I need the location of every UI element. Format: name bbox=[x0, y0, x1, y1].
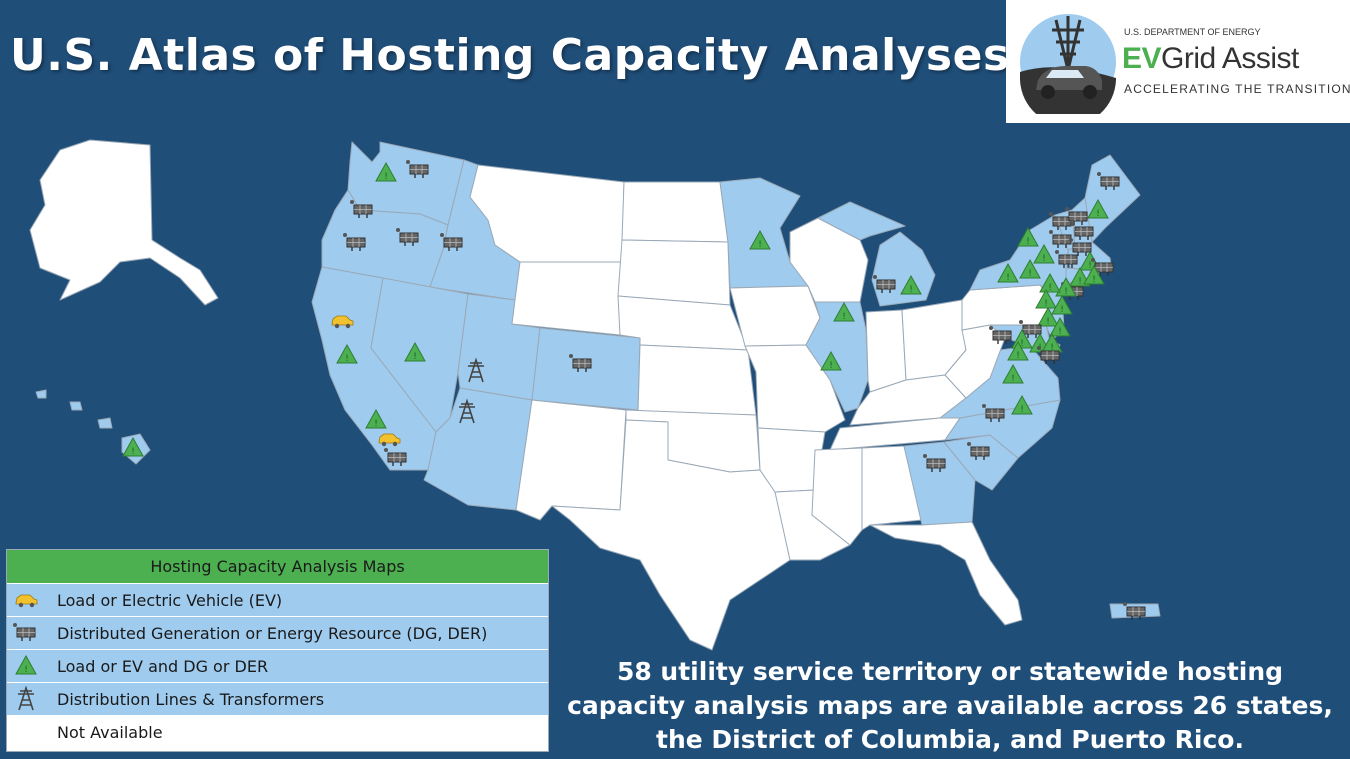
legend-item-not-available: Not Available bbox=[7, 716, 548, 749]
legend-blank bbox=[7, 716, 45, 749]
state-new-mexico bbox=[515, 399, 627, 521]
state-alaska bbox=[29, 139, 219, 306]
legend-label-dg: Distributed Generation or Energy Resourc… bbox=[57, 623, 488, 643]
legend-item-dg: Distributed Generation or Energy Resourc… bbox=[7, 617, 548, 650]
state-mississippi bbox=[811, 447, 863, 546]
legend: Hosting Capacity Analysis Maps Load or E… bbox=[6, 549, 549, 752]
logo-grid-assist: Grid Assist bbox=[1161, 42, 1299, 75]
state-hawaii-maui bbox=[97, 417, 113, 429]
state-south-dakota bbox=[617, 239, 731, 306]
legend-heading: Hosting Capacity Analysis Maps bbox=[7, 550, 548, 584]
legend-item-ev: Load or Electric Vehicle (EV) bbox=[7, 584, 548, 617]
page-title: U.S. Atlas of Hosting Capacity Analyses bbox=[10, 30, 1010, 81]
state-texas bbox=[551, 419, 791, 651]
state-florida bbox=[869, 521, 1023, 626]
logo-department: U.S. DEPARTMENT OF ENERGY bbox=[1124, 27, 1261, 37]
summary-text: 58 utility service territory or statewid… bbox=[567, 657, 1333, 754]
state-north-dakota bbox=[621, 181, 729, 243]
state-georgia bbox=[903, 441, 976, 526]
green-triangle-icon bbox=[7, 650, 45, 683]
map-states bbox=[29, 139, 1161, 651]
legend-label-lines: Distribution Lines & Transformers bbox=[57, 689, 325, 709]
state-kansas bbox=[637, 344, 757, 416]
state-illinois bbox=[805, 301, 869, 413]
legend-item-load-dg: Load or EV and DG or DER bbox=[7, 650, 548, 683]
state-iowa bbox=[729, 285, 821, 347]
state-hawaii-kauai bbox=[35, 389, 47, 399]
state-michigan-lower bbox=[871, 231, 936, 307]
state-indiana bbox=[865, 309, 907, 393]
solar-panel-icon bbox=[7, 617, 45, 650]
legend-label-load-dg: Load or EV and DG or DER bbox=[57, 656, 269, 676]
logo-ev: EV bbox=[1122, 42, 1162, 75]
evgrid-assist-logo: U.S. DEPARTMENT OF ENERGY EVGrid Assist … bbox=[1006, 0, 1350, 123]
state-michigan-upper bbox=[817, 201, 906, 241]
logo-wordmark: EVGrid Assist bbox=[1122, 42, 1299, 76]
ev-tower-logo-icon bbox=[1019, 14, 1116, 114]
state-wyoming bbox=[511, 261, 623, 336]
legend-label-ev: Load or Electric Vehicle (EV) bbox=[57, 590, 283, 610]
legend-item-lines: Distribution Lines & Transformers bbox=[7, 683, 548, 716]
state-alabama bbox=[861, 445, 923, 531]
state-hawaii-oahu bbox=[69, 401, 83, 411]
transmission-tower-icon bbox=[7, 683, 45, 716]
ev-car-icon bbox=[7, 584, 45, 617]
logo-tagline: ACCELERATING THE TRANSITION bbox=[1124, 82, 1350, 96]
legend-label-not-available: Not Available bbox=[57, 723, 163, 742]
